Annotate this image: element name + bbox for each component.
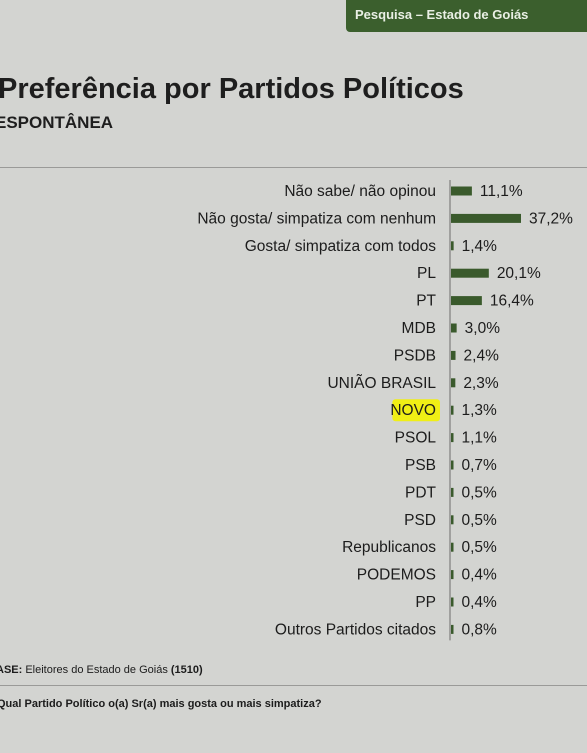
category-label: PT (416, 293, 436, 310)
bar (451, 433, 454, 443)
category-label: PL (417, 265, 436, 282)
category-label: UNIÃO BRASIL (327, 375, 436, 392)
category-label: PDT (405, 484, 437, 501)
value-label: 0,8% (462, 621, 498, 638)
chart-subtitle: ESPONTÂNEA (0, 113, 114, 132)
bar (451, 460, 454, 470)
value-label: 0,5% (462, 539, 498, 556)
category-label: MDB (402, 320, 436, 337)
value-label: 16,4% (490, 293, 534, 310)
value-label: 0,5% (462, 484, 498, 501)
footer-divider (0, 685, 587, 686)
category-label: PSD (404, 512, 436, 529)
category-label: NOVO (390, 402, 436, 419)
value-label: 2,4% (464, 347, 500, 364)
chart-title: Preferência por Partidos Políticos (0, 73, 464, 105)
category-label: Não gosta/ simpatiza com nenhum (197, 210, 436, 227)
category-label: Não sabe/ não opinou (284, 183, 436, 200)
footer-base-label: ASE: (0, 664, 23, 676)
footer-base-text: Eleitores do Estado de Goiás (25, 664, 168, 676)
category-label: Gosta/ simpatiza com todos (245, 238, 436, 255)
bar (451, 487, 454, 497)
value-label: 0,5% (462, 512, 498, 529)
value-label: 11,1% (480, 183, 523, 200)
value-label: 3,0% (465, 320, 501, 337)
bar (451, 378, 456, 388)
bar (451, 597, 454, 607)
value-label: 1,3% (462, 402, 498, 419)
value-label: 1,1% (462, 430, 498, 447)
category-label: PODEMOS (357, 567, 436, 584)
category-label: Republicanos (342, 539, 436, 556)
value-label: 0,4% (462, 567, 498, 584)
footer-base-count: (1510) (170, 664, 203, 676)
bar (451, 213, 521, 223)
category-label: PSB (405, 457, 436, 474)
value-label: 0,4% (462, 594, 498, 611)
bar (451, 268, 489, 278)
value-label: 1,4% (462, 238, 498, 255)
bar (451, 624, 454, 634)
value-label: 0,7% (462, 457, 498, 474)
bar (451, 186, 472, 196)
bar (451, 323, 457, 333)
value-label: 2,3% (463, 375, 499, 392)
bar (451, 570, 454, 580)
category-label: Outros Partidos citados (275, 621, 436, 638)
survey-header-tab: Pesquisa – Estado de Goiás (346, 0, 587, 32)
bar (451, 515, 454, 525)
category-label: PP (415, 594, 436, 611)
bar (451, 405, 454, 415)
bar (451, 542, 454, 552)
highlight-marker (392, 399, 440, 422)
category-label: PSDB (394, 347, 436, 364)
footer-base: ASE: Eleitores do Estado de Goiás (1510) (0, 664, 203, 676)
value-label: 37,2% (529, 210, 573, 227)
bar (451, 241, 454, 251)
top-divider (0, 167, 587, 168)
value-label: 20,1% (497, 265, 541, 282)
footer-question: Qual Partido Político o(a) Sr(a) mais go… (0, 698, 322, 710)
bar (451, 350, 456, 360)
category-label: PSOL (395, 430, 437, 447)
bar (451, 296, 482, 306)
